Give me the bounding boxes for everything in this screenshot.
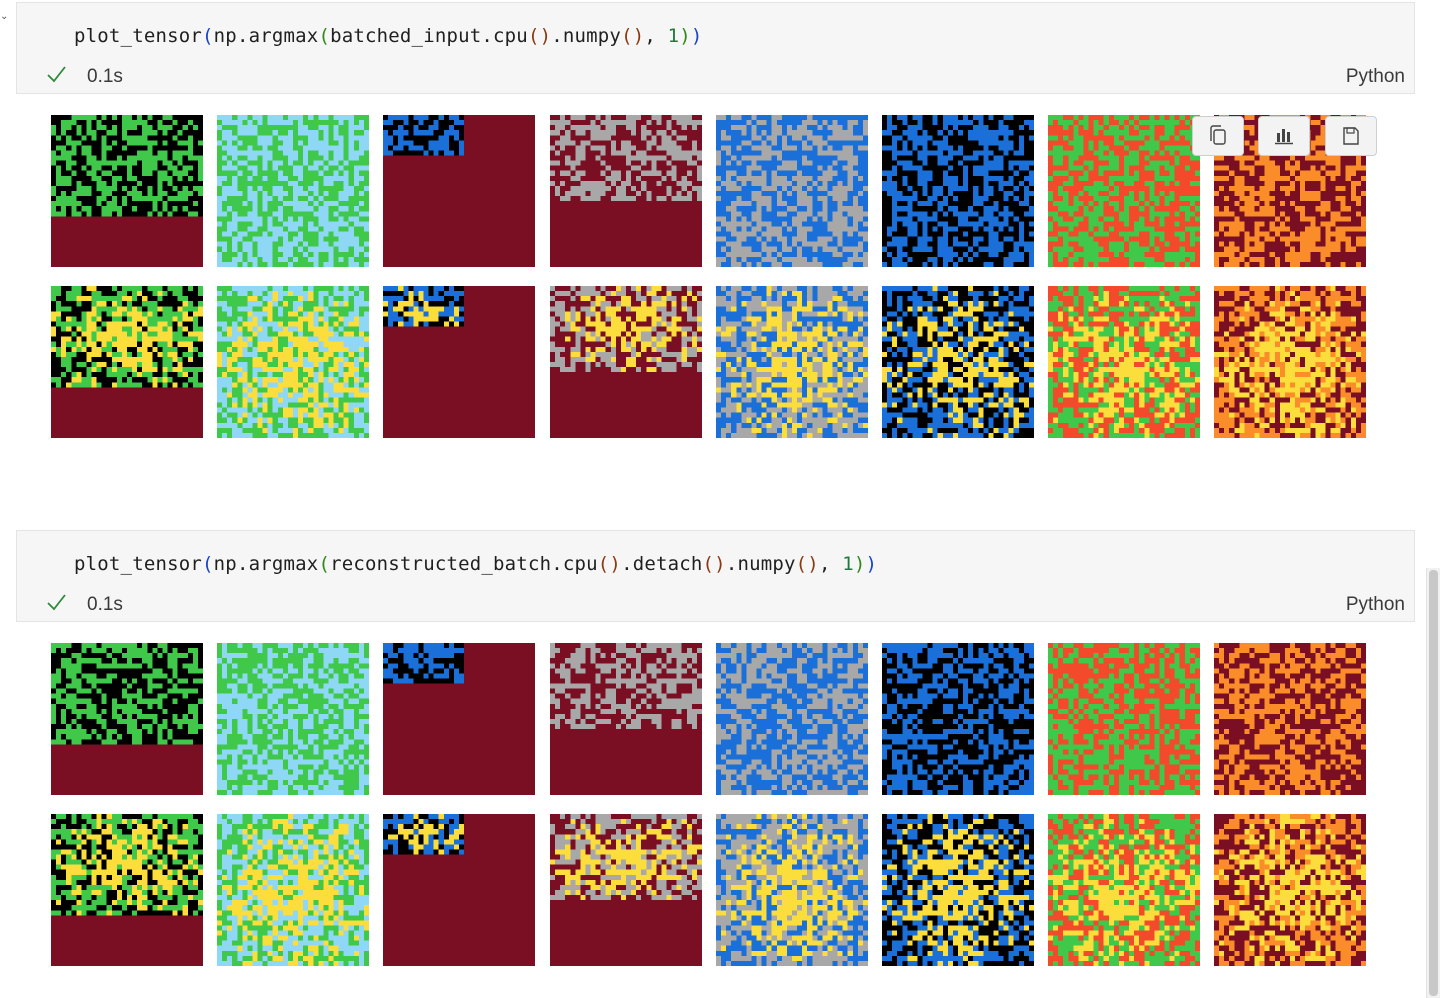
cell-status-row: 0.1s Python bbox=[45, 63, 1405, 87]
output-toolbar bbox=[1192, 116, 1378, 158]
grid-tile bbox=[383, 643, 535, 795]
code-token: () bbox=[597, 553, 622, 575]
code-token: ( bbox=[202, 553, 214, 575]
code-token: reconstructed_batch.cpu bbox=[330, 553, 598, 575]
code-token: np.argmax bbox=[213, 553, 319, 575]
save-button[interactable] bbox=[1325, 116, 1377, 156]
grid-tile bbox=[1048, 643, 1200, 795]
grid-tile bbox=[217, 115, 369, 267]
grid-tile bbox=[882, 643, 1034, 795]
execution-time: 0.1s bbox=[87, 594, 123, 615]
grid-tile bbox=[882, 814, 1034, 966]
code-token: ( bbox=[318, 25, 331, 47]
language-label[interactable]: Python bbox=[1345, 66, 1405, 87]
code-token: () bbox=[527, 25, 552, 47]
grid-tile bbox=[1214, 286, 1366, 438]
grid-tile bbox=[383, 814, 535, 966]
grid-tile bbox=[550, 115, 702, 267]
grid-tile bbox=[716, 286, 868, 438]
code-token: () bbox=[795, 553, 819, 575]
cell-output-2 bbox=[51, 643, 1371, 967]
code-token: ) bbox=[865, 553, 878, 575]
grid-tile bbox=[217, 814, 369, 966]
copy-icon bbox=[1210, 125, 1226, 145]
grid-tile bbox=[51, 115, 203, 267]
code-token: .numpy bbox=[551, 25, 622, 47]
code-token: .numpy bbox=[725, 553, 796, 575]
code-token: ( bbox=[318, 553, 331, 575]
check-icon bbox=[47, 594, 66, 611]
code-token: , bbox=[644, 25, 668, 47]
code-token: plot_tensor bbox=[74, 25, 203, 47]
code-token: plot_tensor bbox=[74, 553, 203, 575]
tile-row bbox=[51, 643, 1371, 795]
code-token: ) bbox=[853, 553, 866, 575]
code-token: 1 bbox=[667, 25, 680, 47]
code-line[interactable]: plot_tensor(np.argmax(batched_input.cpu(… bbox=[74, 25, 703, 47]
grid-tile bbox=[550, 286, 702, 438]
code-token: ( bbox=[202, 25, 214, 47]
tile-row bbox=[51, 814, 1371, 966]
save-icon bbox=[1343, 127, 1359, 145]
code-cell-1[interactable]: plot_tensor(np.argmax(batched_input.cpu(… bbox=[16, 2, 1415, 94]
grid-tile bbox=[1214, 814, 1366, 966]
code-token: batched_input.cpu bbox=[330, 25, 528, 47]
execution-time: 0.1s bbox=[87, 66, 123, 87]
tile-row bbox=[51, 115, 1371, 267]
grid-tile bbox=[217, 643, 369, 795]
code-token: np.argmax bbox=[213, 25, 319, 47]
chart-icon bbox=[1275, 129, 1293, 145]
code-line[interactable]: plot_tensor(np.argmax(reconstructed_batc… bbox=[74, 553, 877, 575]
cell-output-1 bbox=[51, 115, 1371, 439]
grid-tile bbox=[51, 643, 203, 795]
grid-tile bbox=[1048, 286, 1200, 438]
grid-tile bbox=[1048, 115, 1200, 267]
grid-tile bbox=[383, 286, 535, 438]
grid-tile bbox=[1048, 814, 1200, 966]
grid-tile bbox=[716, 643, 868, 795]
language-label[interactable]: Python bbox=[1345, 594, 1405, 615]
code-token: () bbox=[621, 25, 645, 47]
code-cell-2[interactable]: plot_tensor(np.argmax(reconstructed_batc… bbox=[16, 530, 1415, 622]
vertical-scrollbar[interactable] bbox=[1426, 568, 1440, 998]
grid-tile bbox=[217, 286, 369, 438]
grid-tile bbox=[882, 286, 1034, 438]
code-token: () bbox=[702, 553, 726, 575]
tile-row bbox=[51, 286, 1371, 438]
grid-tile bbox=[51, 814, 203, 966]
grid-tile bbox=[882, 115, 1034, 267]
cell-status-row: 0.1s Python bbox=[45, 591, 1405, 615]
grid-tile bbox=[716, 814, 868, 966]
grid-tile bbox=[1214, 643, 1366, 795]
grid-tile bbox=[51, 286, 203, 438]
code-token: , bbox=[818, 553, 843, 575]
scrollbar-thumb[interactable] bbox=[1429, 570, 1438, 996]
grid-tile bbox=[550, 814, 702, 966]
code-token: 1 bbox=[842, 553, 854, 575]
copy-button[interactable] bbox=[1192, 116, 1244, 156]
check-icon bbox=[47, 66, 66, 83]
grid-tile bbox=[716, 115, 868, 267]
code-token: .detach bbox=[621, 553, 703, 575]
grid-tile bbox=[383, 115, 535, 267]
collapse-chevron-icon[interactable]: ⌄ bbox=[0, 11, 9, 22]
code-token: ) bbox=[690, 25, 703, 47]
grid-tile bbox=[550, 643, 702, 795]
chart-button[interactable] bbox=[1258, 116, 1310, 156]
code-token: ) bbox=[679, 25, 691, 47]
